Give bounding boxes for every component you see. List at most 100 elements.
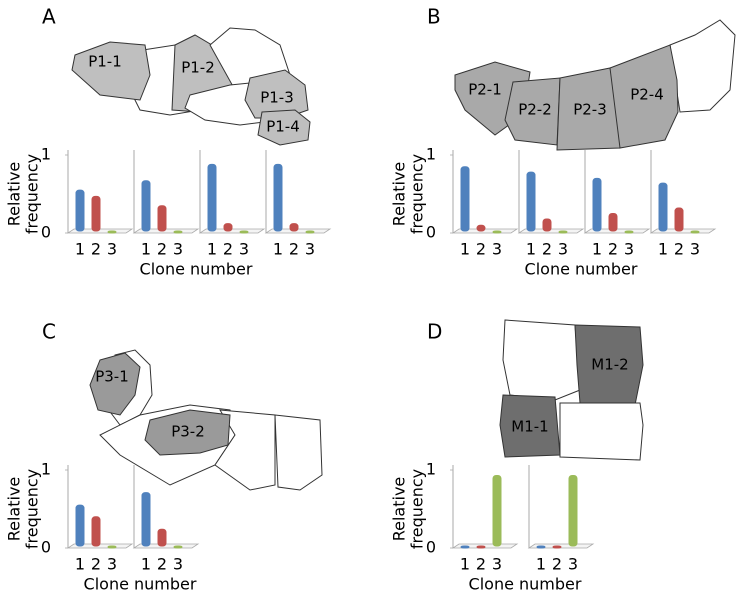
region-label: P2-2 bbox=[518, 101, 552, 119]
y-axis-label: frequency bbox=[23, 469, 42, 549]
tissue-region bbox=[257, 109, 311, 146]
x-tick-label: 3 bbox=[173, 555, 183, 574]
x-tick-label: 2 bbox=[91, 240, 101, 259]
region-label: P1-4 bbox=[266, 118, 300, 136]
bar bbox=[558, 230, 568, 234]
region-label: P3-1 bbox=[95, 368, 129, 386]
diagram: P3-1 P3-2 bbox=[89, 349, 323, 491]
bar bbox=[674, 207, 684, 232]
x-tick-label: 1 bbox=[75, 555, 85, 574]
y-axis-label: Relative bbox=[390, 162, 409, 227]
x-tick-label: 1 bbox=[273, 240, 283, 259]
y-tick-label: 1 bbox=[41, 145, 51, 164]
x-tick-label: 3 bbox=[492, 555, 502, 574]
bar bbox=[476, 545, 486, 549]
x-tick-label: 3 bbox=[107, 240, 117, 259]
panel-letter: C bbox=[42, 320, 56, 344]
tissue-region bbox=[504, 77, 561, 146]
tissue-region bbox=[274, 414, 323, 491]
y-axis-label: frequency bbox=[23, 154, 42, 234]
x-tick-label: 1 bbox=[526, 240, 536, 259]
bar bbox=[173, 545, 183, 549]
y-axis-label: Relative bbox=[5, 477, 24, 542]
x-tick-label: 1 bbox=[460, 240, 470, 259]
bar bbox=[289, 223, 299, 232]
x-axis-label: Clone number bbox=[84, 575, 197, 594]
x-tick-label: 2 bbox=[223, 240, 233, 259]
x-axis-label: Clone number bbox=[469, 575, 582, 594]
x-axis-label: Clone number bbox=[140, 260, 253, 279]
tissue-region bbox=[609, 44, 679, 149]
x-tick-label: 2 bbox=[289, 240, 299, 259]
x-tick-label: 1 bbox=[141, 555, 151, 574]
bar bbox=[207, 163, 217, 232]
bar bbox=[690, 230, 700, 234]
x-tick-label: 3 bbox=[558, 240, 568, 259]
bar bbox=[157, 528, 167, 547]
y-axis-label: frequency bbox=[408, 154, 427, 234]
x-tick-label: 2 bbox=[476, 240, 486, 259]
tissue-region bbox=[71, 41, 151, 101]
region-label: P1-1 bbox=[88, 53, 122, 71]
tissue-region bbox=[499, 394, 561, 458]
tissue-region bbox=[144, 409, 231, 456]
x-tick-label: 1 bbox=[141, 240, 151, 259]
x-tick-label: 3 bbox=[239, 240, 249, 259]
y-tick-label: 1 bbox=[426, 145, 436, 164]
x-tick-label: 1 bbox=[75, 240, 85, 259]
x-tick-label: 2 bbox=[608, 240, 618, 259]
bar bbox=[141, 180, 151, 232]
y-axis-label: Relative bbox=[5, 162, 24, 227]
bar bbox=[91, 516, 101, 547]
x-tick-label: 3 bbox=[305, 240, 315, 259]
x-tick-label: 1 bbox=[207, 240, 217, 259]
y-tick-label: 1 bbox=[426, 460, 436, 479]
tissue-region bbox=[559, 402, 644, 461]
y-tick-label: 0 bbox=[41, 223, 51, 242]
panel-letter: D bbox=[427, 320, 442, 344]
bar bbox=[239, 230, 249, 234]
diagram: P1-1 P1-2 P1-3 P1-4 bbox=[71, 27, 311, 146]
region-label: P2-3 bbox=[573, 101, 607, 119]
x-tick-label: 3 bbox=[492, 240, 502, 259]
bar bbox=[460, 166, 470, 232]
bar bbox=[492, 230, 502, 234]
bar bbox=[658, 182, 668, 232]
x-tick-label: 3 bbox=[173, 240, 183, 259]
bar bbox=[552, 545, 562, 549]
bar bbox=[592, 177, 602, 232]
bar bbox=[75, 189, 85, 232]
bar bbox=[608, 213, 618, 232]
bar bbox=[107, 230, 117, 234]
panel-letter: A bbox=[42, 5, 56, 29]
diagram: P2-1 P2-2 P2-3 P2-4 bbox=[454, 19, 736, 151]
bar bbox=[75, 504, 85, 547]
x-tick-label: 1 bbox=[536, 555, 546, 574]
bar bbox=[460, 545, 470, 549]
x-tick-label: 2 bbox=[91, 555, 101, 574]
region-label: P1-2 bbox=[181, 59, 215, 77]
x-tick-label: 3 bbox=[690, 240, 700, 259]
bar bbox=[542, 218, 552, 232]
y-tick-label: 0 bbox=[41, 538, 51, 557]
x-tick-label: 3 bbox=[568, 555, 578, 574]
tissue-region bbox=[502, 319, 581, 401]
bar bbox=[476, 224, 486, 232]
bar bbox=[568, 474, 578, 547]
x-tick-label: 1 bbox=[460, 555, 470, 574]
y-axis-label: frequency bbox=[408, 469, 427, 549]
x-tick-label: 3 bbox=[624, 240, 634, 259]
bar bbox=[305, 230, 315, 234]
region-label: M1-2 bbox=[591, 356, 628, 374]
x-axis-label: Clone number bbox=[525, 260, 638, 279]
bar bbox=[107, 545, 117, 549]
panel-letter: B bbox=[427, 5, 441, 29]
x-tick-label: 1 bbox=[592, 240, 602, 259]
x-tick-label: 2 bbox=[552, 555, 562, 574]
bar bbox=[91, 195, 101, 232]
